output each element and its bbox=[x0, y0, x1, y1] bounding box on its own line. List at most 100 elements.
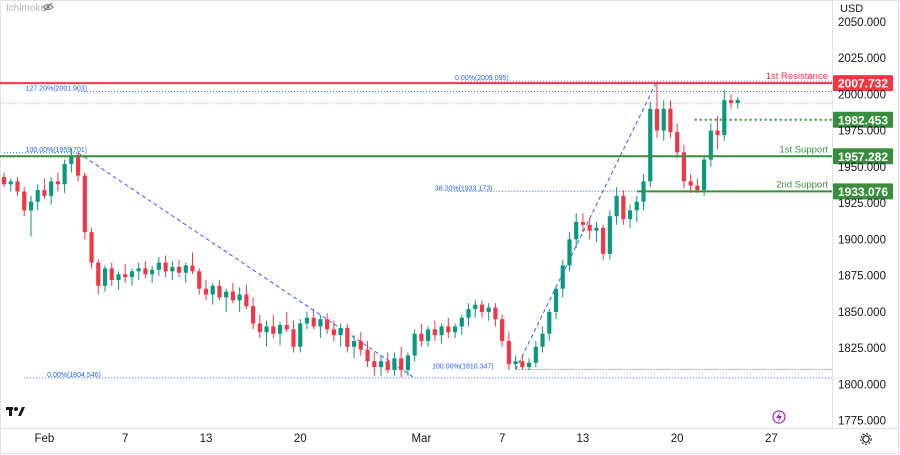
candle-body bbox=[728, 100, 734, 104]
candle-body bbox=[129, 271, 135, 278]
candle-body bbox=[22, 191, 27, 211]
candle-body bbox=[257, 323, 262, 333]
candle-body bbox=[176, 266, 182, 273]
x-tick-label: 13 bbox=[577, 433, 590, 445]
candle-body bbox=[210, 285, 215, 295]
candle-body bbox=[506, 340, 511, 365]
lightning-icon[interactable] bbox=[772, 410, 786, 424]
level-badge-label: 1933.076 bbox=[838, 185, 888, 199]
candle-body bbox=[318, 319, 323, 327]
candle-body bbox=[627, 210, 633, 220]
candle-body bbox=[614, 195, 619, 217]
candle-body bbox=[304, 317, 310, 324]
fib-label: 0.00%(1804.546) bbox=[47, 372, 101, 379]
candle-body bbox=[62, 163, 67, 185]
candle-body bbox=[277, 324, 283, 334]
candle-body bbox=[567, 239, 572, 266]
fib-label: 38.20%(1933.173) bbox=[435, 185, 493, 192]
candle-body bbox=[49, 181, 54, 196]
candle-body bbox=[217, 285, 222, 298]
candle-body bbox=[661, 108, 666, 131]
x-tick-label: 13 bbox=[200, 433, 213, 445]
candle-body bbox=[15, 181, 20, 192]
candle-body bbox=[331, 329, 336, 336]
candle-body bbox=[702, 159, 707, 191]
candle-body bbox=[284, 324, 289, 330]
fibonacci-lines: 0.00%(2009.095) 127.20%(2001.903) 100.00%(… bbox=[0, 75, 832, 379]
candle-body bbox=[432, 329, 437, 336]
candle-body bbox=[486, 307, 491, 312]
candle-body bbox=[513, 361, 518, 365]
candle-body bbox=[136, 268, 141, 272]
candle-body bbox=[96, 262, 101, 286]
candle-body bbox=[190, 265, 195, 272]
x-tick-label: 7 bbox=[499, 433, 505, 445]
level-badge bbox=[833, 183, 893, 200]
y-tick-label: 1950.000 bbox=[838, 162, 886, 174]
candle-body bbox=[230, 291, 235, 301]
candle-body bbox=[473, 304, 478, 310]
candle-body bbox=[459, 317, 464, 327]
fib-label: 127.20%(2001.903) bbox=[26, 86, 87, 93]
y-tick-label: 2025.000 bbox=[838, 53, 886, 65]
currency-label: USD bbox=[840, 3, 864, 15]
candle-body bbox=[325, 319, 330, 330]
candle-body bbox=[251, 306, 256, 324]
candle-body bbox=[405, 355, 411, 370]
x-tick-label: 20 bbox=[294, 433, 307, 445]
gear-icon[interactable] bbox=[860, 433, 872, 445]
candle-body bbox=[594, 227, 599, 231]
candle-body bbox=[183, 265, 188, 273]
y-tick-label: 2050.000 bbox=[838, 17, 886, 29]
candle-body bbox=[688, 181, 693, 186]
candle-body bbox=[116, 274, 121, 281]
level-name: 1st Resistance bbox=[766, 71, 828, 82]
candle-body bbox=[378, 361, 384, 368]
fib-label: 100.00%(1810.347) bbox=[432, 363, 494, 370]
tradingview-logo-icon[interactable] bbox=[6, 407, 25, 416]
eye-off-icon[interactable] bbox=[42, 2, 54, 12]
candle-body bbox=[580, 221, 586, 225]
candle-body bbox=[399, 358, 404, 370]
candle-body bbox=[345, 327, 350, 347]
x-tick-label: 7 bbox=[122, 433, 128, 445]
candle-body bbox=[560, 265, 565, 289]
level-name: 2nd Support bbox=[776, 179, 828, 190]
candle-body bbox=[42, 190, 47, 196]
candle-body bbox=[601, 227, 606, 254]
candle-body bbox=[439, 326, 444, 336]
candle-body bbox=[735, 100, 740, 104]
candle-body bbox=[163, 262, 168, 272]
x-tick-label: 27 bbox=[765, 433, 778, 445]
candle-body bbox=[553, 288, 559, 312]
candle-body bbox=[358, 340, 363, 350]
candle-body bbox=[500, 319, 505, 341]
candle-body bbox=[102, 268, 108, 286]
candle-body bbox=[392, 358, 397, 370]
level-badge bbox=[833, 111, 893, 128]
y-tick-label: 1775.000 bbox=[838, 416, 886, 428]
candle-body bbox=[493, 307, 498, 320]
candle-body bbox=[715, 130, 720, 135]
candle-body bbox=[271, 326, 276, 334]
fib-label: 100.00%(1959.701) bbox=[26, 147, 87, 154]
level-badge-label: 2007.732 bbox=[838, 77, 888, 91]
candle-body bbox=[587, 224, 592, 231]
y-tick-label: 1800.000 bbox=[838, 379, 886, 391]
candle-body bbox=[351, 340, 357, 347]
candle-body bbox=[89, 232, 94, 263]
candle-body bbox=[143, 268, 148, 275]
candle-body bbox=[479, 304, 485, 312]
candle-body bbox=[621, 195, 626, 220]
candle-body bbox=[452, 326, 458, 333]
candle-body bbox=[419, 333, 424, 341]
candlestick-series bbox=[1, 81, 740, 378]
candle-body bbox=[634, 201, 639, 211]
candle-body bbox=[156, 262, 161, 270]
time-axis: Feb 7 13 20 Mar 7 13 20 27 bbox=[35, 433, 778, 445]
x-tick-label: Feb bbox=[35, 433, 55, 445]
candle-body bbox=[82, 175, 87, 233]
candle-body bbox=[412, 333, 417, 356]
x-tick-label: 20 bbox=[671, 433, 684, 445]
